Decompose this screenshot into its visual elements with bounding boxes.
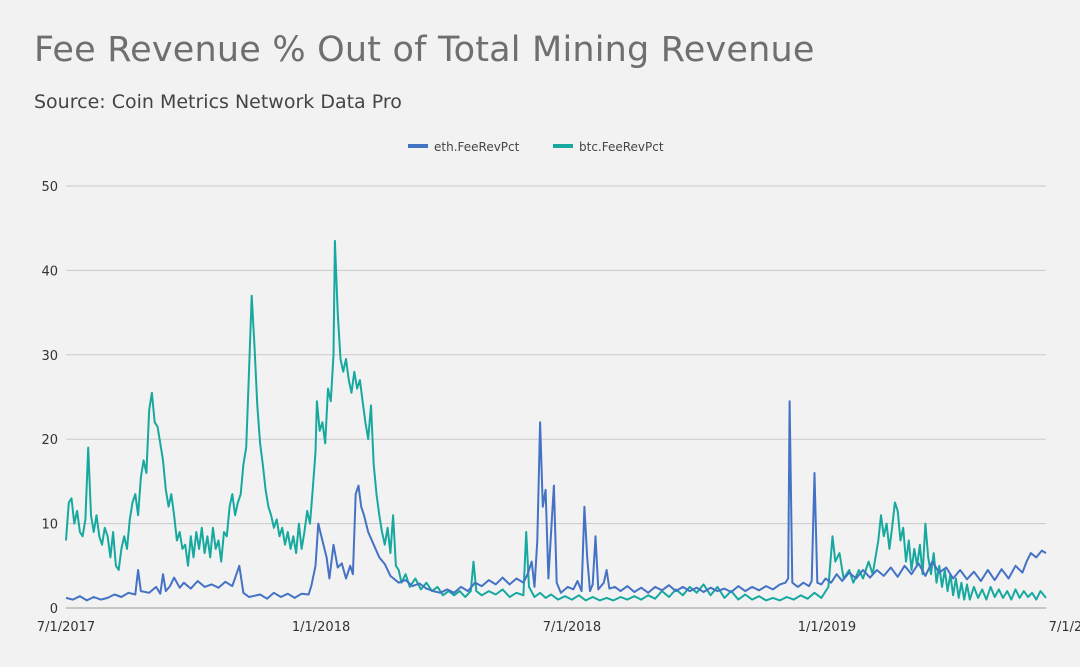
x-axis: 7/1/2017 1/1/2018 7/1/2018 1/1/2019 7/1/2019 bbox=[37, 620, 1080, 635]
series-line-btc bbox=[65, 239, 1047, 602]
legend-label-eth: eth.FeeRevPct bbox=[434, 140, 520, 154]
chart-title: Fee Revenue % Out of Total Mining Revenu… bbox=[34, 30, 815, 70]
y-tick-label: 0 bbox=[50, 602, 58, 617]
legend-label-btc: btc.FeeRevPct bbox=[579, 140, 664, 154]
x-tick-label: 7/1/2019 bbox=[1049, 620, 1080, 635]
y-tick-label: 20 bbox=[41, 433, 58, 448]
x-tick-label: 1/1/2018 bbox=[292, 620, 350, 635]
legend-swatch-eth bbox=[408, 144, 428, 148]
x-tick-label: 1/1/2019 bbox=[798, 620, 856, 635]
y-tick-label: 40 bbox=[41, 264, 58, 279]
y-tick-label: 10 bbox=[41, 518, 58, 533]
x-tick-label: 7/1/2018 bbox=[543, 620, 601, 635]
legend-swatch-btc bbox=[553, 144, 573, 148]
series-line-eth bbox=[65, 400, 1047, 602]
series-lines bbox=[65, 239, 1047, 602]
y-tick-label: 30 bbox=[41, 349, 58, 364]
chart-legend: eth.FeeRevPct btc.FeeRevPct bbox=[408, 140, 664, 154]
y-axis: 0 10 20 30 40 50 bbox=[41, 180, 58, 617]
y-tick-label: 50 bbox=[41, 180, 58, 195]
x-tick-label: 7/1/2017 bbox=[37, 620, 95, 635]
chart-subtitle: Source: Coin Metrics Network Data Pro bbox=[34, 91, 402, 113]
